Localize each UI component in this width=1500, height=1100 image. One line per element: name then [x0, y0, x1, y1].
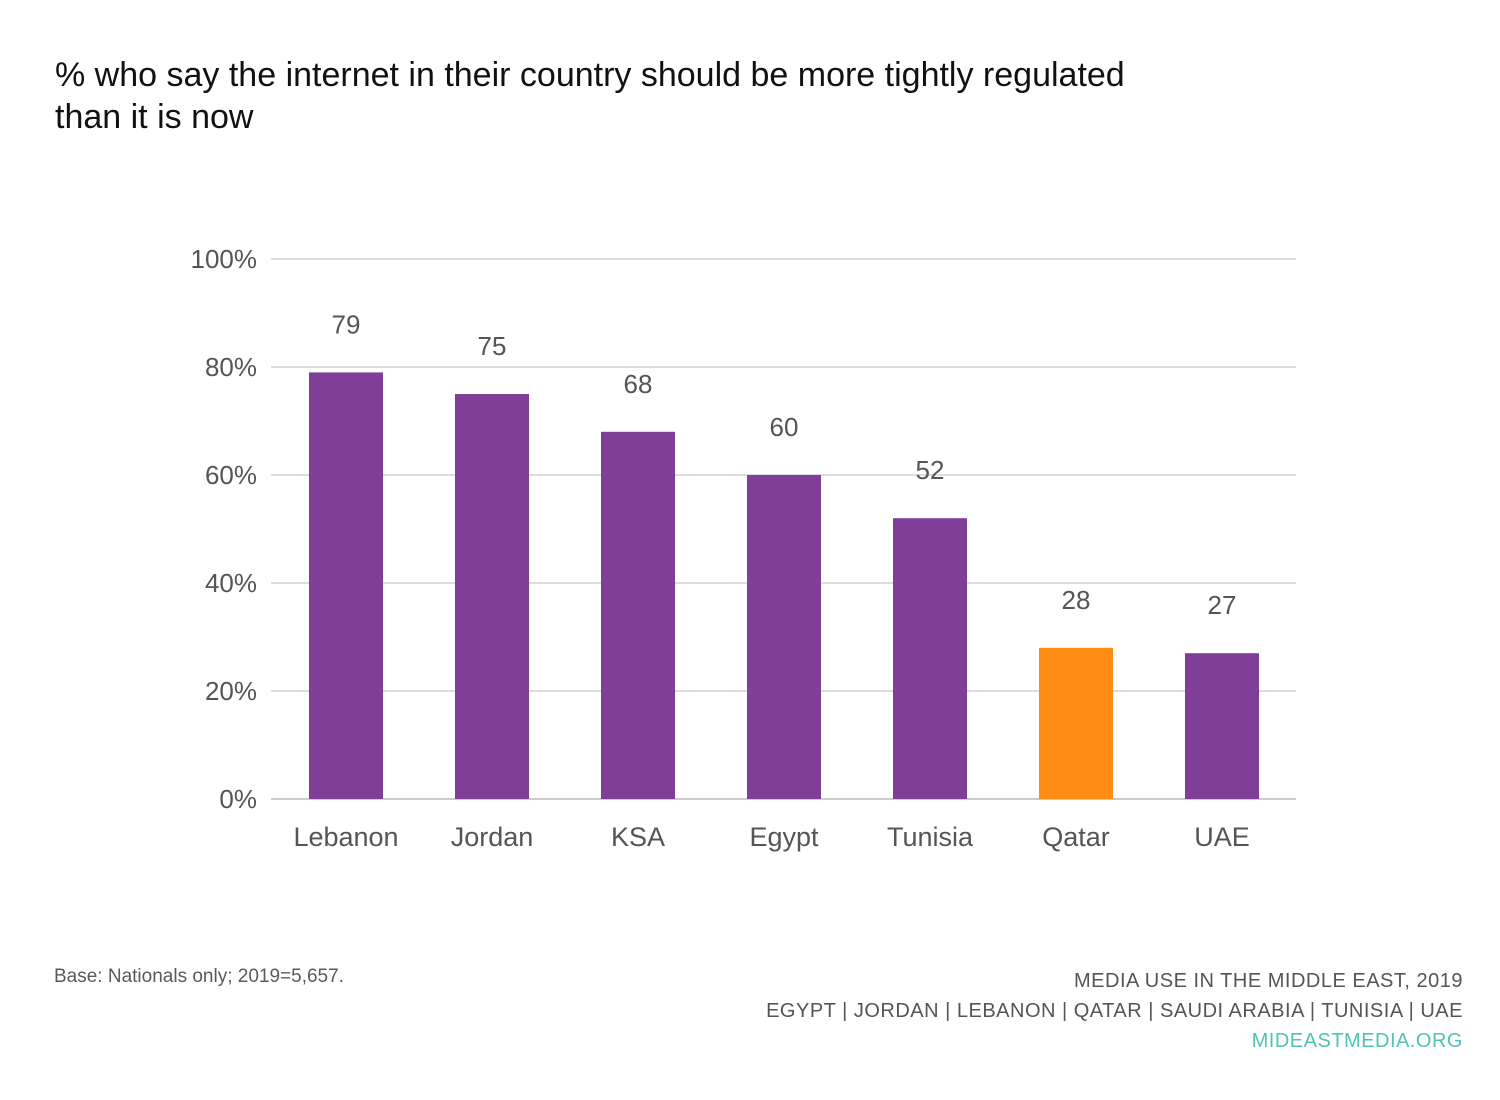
x-axis-tick-labels: Lebanon Jordan KSA Egypt Tunisia Qatar UAE — [293, 822, 1249, 852]
source-study-title: MEDIA USE IN THE MIDDLE EAST, 2019 — [1074, 970, 1463, 992]
bar-ksa — [601, 431, 675, 799]
value-label-egypt: 60 — [770, 412, 799, 442]
chart-title-line-1: % who say the internet in their country … — [55, 56, 1125, 94]
y-tick-label-100: 100% — [191, 244, 258, 274]
bar-lebanon — [309, 372, 383, 799]
value-label-tunisia: 52 — [916, 455, 945, 485]
value-label-qatar: 28 — [1062, 585, 1091, 615]
value-label-lebanon: 79 — [332, 309, 361, 339]
x-tick-label-tunisia: Tunisia — [887, 822, 974, 852]
bar-tunisia — [893, 518, 967, 799]
y-tick-label-80: 80% — [205, 352, 257, 382]
value-label-uae: 27 — [1208, 590, 1237, 620]
chart-title-line-2: than it is now — [55, 98, 254, 136]
chart-title: % who say the internet in their country … — [55, 54, 1435, 138]
base-footnote: Base: Nationals only; 2019=5,657. — [54, 966, 344, 987]
y-tick-label-0: 0% — [219, 784, 257, 814]
bar-value-labels: 79 75 68 60 52 28 27 — [332, 309, 1237, 620]
y-axis-tick-labels: 0% 20% 40% 60% 80% 100% — [191, 244, 258, 814]
value-label-jordan: 75 — [478, 331, 507, 361]
y-tick-label-20: 20% — [205, 676, 257, 706]
x-tick-label-uae: UAE — [1194, 822, 1250, 852]
y-tick-label-40: 40% — [205, 568, 257, 598]
bar-jordan — [455, 394, 529, 799]
bars — [309, 372, 1259, 799]
source-attribution: MEDIA USE IN THE MIDDLE EAST, 2019 EGYPT… — [766, 966, 1463, 1056]
y-tick-label-60: 60% — [205, 460, 257, 490]
x-tick-label-egypt: Egypt — [749, 822, 819, 852]
source-countries: EGYPT | JORDAN | LEBANON | QATAR | SAUDI… — [766, 1000, 1463, 1022]
x-tick-label-ksa: KSA — [611, 822, 665, 852]
bar-qatar — [1039, 647, 1113, 799]
x-tick-label-jordan: Jordan — [451, 822, 534, 852]
source-website-link[interactable]: MIDEASTMEDIA.ORG — [1251, 1030, 1463, 1052]
bar-egypt — [747, 475, 821, 799]
value-label-ksa: 68 — [624, 369, 653, 399]
x-tick-label-lebanon: Lebanon — [293, 822, 398, 852]
bar-uae — [1185, 653, 1259, 799]
x-tick-label-qatar: Qatar — [1042, 822, 1110, 852]
